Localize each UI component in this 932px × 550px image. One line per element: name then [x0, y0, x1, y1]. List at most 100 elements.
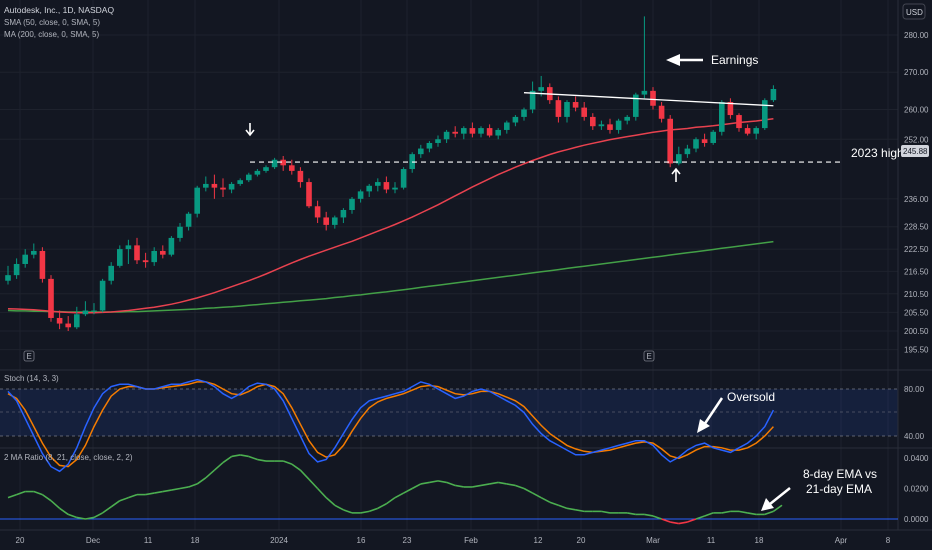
ratio-axis[interactable]: 0.0400 0.0200 0.0000: [904, 454, 929, 524]
candle-body: [99, 280, 106, 311]
candle-body: [753, 128, 759, 134]
ratio-segment: [652, 515, 662, 520]
ratio-segment: [67, 513, 78, 519]
candle-body: [469, 128, 476, 134]
stoch-legend[interactable]: Stoch (14, 3, 3): [4, 374, 59, 383]
candle-body: [650, 90, 656, 106]
time-axis-label: 20: [577, 536, 586, 545]
ratio-segment: [50, 500, 61, 509]
candle-body: [762, 100, 768, 129]
earnings-marker-dec[interactable]: E: [23, 350, 35, 362]
ratio-segment: [41, 493, 52, 502]
candle-body: [400, 169, 407, 188]
candle-body: [443, 131, 450, 140]
ratio-segment: [33, 490, 43, 496]
time-axis-label: 11: [144, 536, 153, 545]
oversold-arrow-icon: [697, 419, 710, 433]
candle-body: [504, 122, 510, 130]
svg-text:E: E: [27, 352, 32, 361]
candle-body: [452, 131, 458, 134]
candle-body: [375, 182, 381, 186]
ratio-segment: [704, 512, 714, 517]
ratio-segment: [162, 489, 172, 493]
price-axis[interactable]: 280.00 270.00 260.00 252.00 236.00 228.50 222.…: [904, 31, 929, 355]
ratio-segment: [394, 492, 404, 499]
candle-body: [426, 142, 433, 149]
candle-body: [297, 170, 304, 183]
candle-body: [117, 249, 123, 266]
ratio-segment: [403, 487, 413, 494]
time-axis-label: 18: [191, 536, 200, 545]
2023-high-label: 2023 high: [851, 146, 904, 160]
ratio-segment: [343, 509, 353, 514]
price-axis-label: 210.50: [904, 290, 929, 299]
candle-body: [495, 129, 501, 136]
candle-body: [710, 131, 716, 143]
time-axis-label: 11: [707, 536, 716, 545]
candle-body: [168, 237, 175, 255]
candle-body: [22, 254, 28, 264]
candle-body: [538, 87, 544, 91]
ratio-segment: [480, 483, 490, 487]
ratio-segment: [627, 512, 636, 516]
candle-body: [684, 148, 691, 155]
ratio-segment: [240, 454, 249, 458]
ratio-segment: [76, 516, 86, 520]
ratio-segment: [695, 515, 705, 520]
ratio-segment: [317, 487, 327, 499]
ma200-legend[interactable]: MA (200, close, 0, SMA, 5): [4, 30, 99, 39]
price-axis-label: 228.50: [904, 223, 929, 232]
ratio-legend[interactable]: 2 MA Ratio (8, 21, close, close, 2, 2): [4, 453, 133, 462]
ratio-segment: [489, 481, 499, 485]
candle-body: [486, 128, 493, 136]
time-axis-label: 12: [534, 536, 543, 545]
candle-body: [31, 250, 37, 255]
time-axis-label: 16: [357, 536, 366, 545]
svg-text:E: E: [647, 352, 652, 361]
ratio-segment: [360, 510, 370, 514]
ratio-segment: [299, 469, 310, 480]
ratio-segment: [772, 504, 783, 513]
candle-body: [349, 198, 355, 210]
ratio-segment: [601, 510, 611, 514]
ema-arrow-icon: [761, 498, 774, 511]
sma50-legend[interactable]: SMA (50, close, 0, SMA, 5): [4, 18, 100, 27]
ma200-line: [7, 240, 774, 313]
candle-body: [228, 183, 235, 190]
ratio-segment: [196, 477, 207, 485]
time-axis[interactable]: 20 Dec 11 18 2024 16 23 Feb 12 20 Mar 11 18 Apr 8: [16, 536, 891, 545]
candle-body: [581, 107, 587, 117]
ratio-segment: [282, 460, 293, 465]
ratio-segment: [437, 480, 447, 484]
candle-body: [108, 265, 114, 281]
stoch-axis-label: 40.00: [904, 432, 925, 441]
currency-button[interactable]: [902, 3, 926, 20]
earnings-marker-feb[interactable]: E: [643, 350, 655, 362]
time-axis-label: 2024: [270, 536, 288, 545]
stoch-axis[interactable]: 80.00 40.00: [904, 385, 925, 441]
price-axis-label: 222.50: [904, 245, 929, 254]
candle-body: [203, 183, 209, 188]
trendline: [523, 92, 774, 107]
candle-body: [56, 317, 63, 324]
candle-body: [521, 109, 527, 117]
candle-body: [177, 226, 183, 238]
candle-body: [340, 209, 347, 218]
ratio-segment: [368, 507, 379, 513]
ratio-segment: [257, 458, 267, 462]
candle-body: [392, 187, 398, 190]
grid-lines: [0, 0, 898, 530]
high-price-tag: [901, 145, 929, 157]
ratio-segment: [411, 483, 422, 490]
ratio-segment: [764, 510, 774, 516]
stoch-axis-label: 80.00: [904, 385, 925, 394]
candle-body: [736, 115, 742, 129]
ratio-segment: [515, 484, 525, 490]
candle-body: [142, 260, 149, 263]
price-axis-label: 195.50: [904, 346, 929, 355]
candle-body: [237, 180, 243, 184]
candle-body: [418, 148, 424, 155]
